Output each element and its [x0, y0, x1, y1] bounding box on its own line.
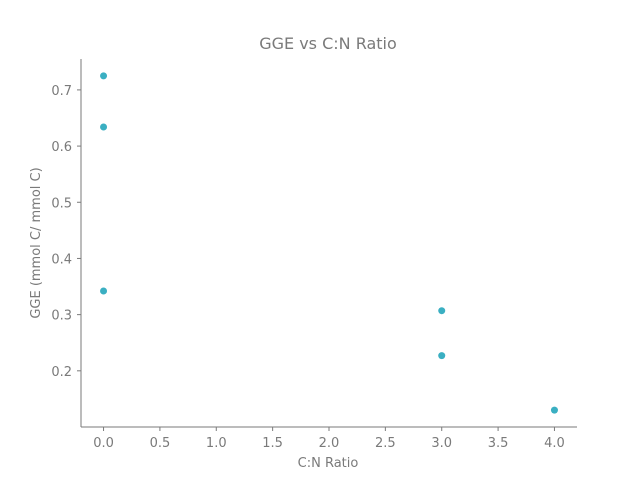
x-tick-label: 3.5 — [488, 436, 509, 451]
x-tick-label: 2.0 — [319, 436, 340, 451]
y-tick-label: 0.5 — [51, 196, 72, 211]
chart-title: GGE vs C:N Ratio — [259, 34, 397, 53]
data-point — [550, 406, 558, 414]
x-tick-label: 1.0 — [206, 436, 227, 451]
x-axis-label: C:N Ratio — [298, 456, 359, 471]
y-tick-label: 0.4 — [51, 252, 72, 267]
x-tick-label: 2.5 — [375, 436, 396, 451]
data-points — [100, 72, 558, 414]
data-point — [438, 352, 446, 360]
data-point — [100, 123, 108, 131]
data-point — [438, 307, 446, 315]
x-tick-label: 1.5 — [262, 436, 283, 451]
plot-area: 0.0 0.5 1.0 1.5 2.0 2.5 3.0 3.5 4.0 0.2 0.3 0.4 0.5… — [51, 59, 577, 451]
data-point — [100, 287, 108, 295]
y-axis-label: GGE (mmol C/ mmol C) — [29, 167, 44, 318]
y-tick-label: 0.2 — [51, 365, 72, 380]
x-tick-label: 0.0 — [93, 436, 114, 451]
y-tick-label: 0.6 — [51, 140, 72, 155]
y-ticks: 0.2 0.3 0.4 0.5 0.6 0.7 — [51, 84, 81, 380]
x-tick-label: 0.5 — [150, 436, 171, 451]
x-tick-label: 3.0 — [431, 436, 452, 451]
y-tick-label: 0.3 — [51, 309, 72, 324]
x-ticks: 0.0 0.5 1.0 1.5 2.0 2.5 3.0 3.5 4.0 — [93, 427, 565, 451]
data-point — [100, 72, 108, 80]
x-tick-label: 4.0 — [544, 436, 565, 451]
y-tick-label: 0.7 — [51, 84, 72, 99]
